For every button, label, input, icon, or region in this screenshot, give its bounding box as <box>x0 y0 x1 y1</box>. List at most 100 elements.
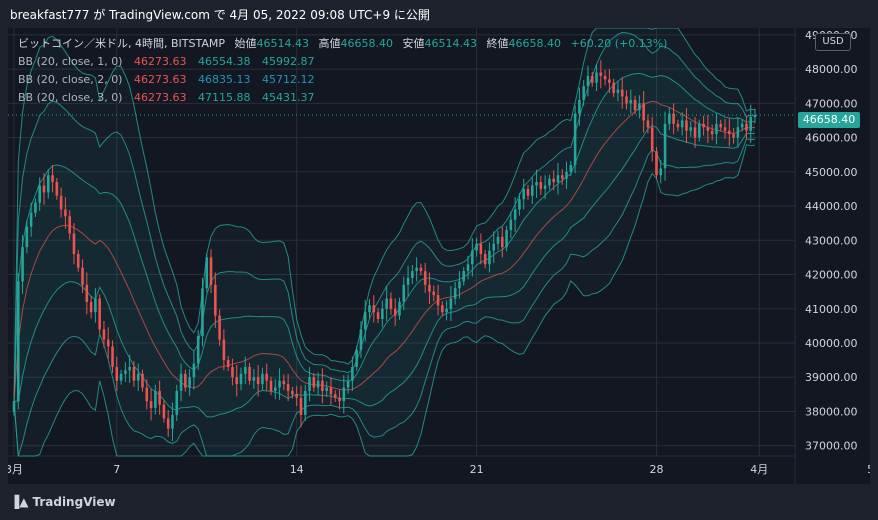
bb-1-upper-line <box>13 72 756 402</box>
candle-body <box>462 271 466 282</box>
candle-body <box>342 387 346 402</box>
candle-body <box>513 209 517 220</box>
bb-row-3[interactable]: BB (20, close, 3, 0) 46273.63 47115.88 4… <box>18 89 667 107</box>
candle-body <box>158 390 161 405</box>
candle-body <box>184 373 187 388</box>
bb-2-upper: 46835.13 <box>197 73 251 86</box>
close-label: 終値 <box>486 37 509 50</box>
candle-body <box>745 123 748 131</box>
candle-body <box>672 113 675 124</box>
candle-body <box>492 243 496 251</box>
candle-body <box>68 216 71 234</box>
tradingview-logo[interactable]: ▐▲ TradingView <box>10 495 116 509</box>
candle-body <box>291 390 294 395</box>
bb-1-lower-line <box>14 124 755 418</box>
candle-body <box>406 277 410 285</box>
candle-body <box>376 312 380 320</box>
candle-body <box>346 380 350 388</box>
candle-body <box>368 305 371 313</box>
candle-body <box>728 130 731 135</box>
candle-body <box>625 96 628 104</box>
bb-2-basis: 46273.63 <box>133 73 187 86</box>
candle-body <box>72 233 76 254</box>
candle-body <box>680 120 684 128</box>
bb-band-1 <box>13 72 756 418</box>
candle-body <box>363 312 367 330</box>
bb-row-2[interactable]: BB (20, close, 2, 0) 46273.63 46835.13 4… <box>18 71 667 89</box>
candle-body <box>389 298 393 309</box>
bb-1-basis: 46273.63 <box>133 55 187 68</box>
candle-body <box>385 298 388 309</box>
candle-body <box>38 185 41 203</box>
candle-body <box>650 127 654 152</box>
x-tick-label: 3月 <box>8 463 23 476</box>
candle-body <box>693 127 697 138</box>
x-tick-label: 7 <box>113 463 120 476</box>
candle-body <box>479 243 483 254</box>
candle-body <box>359 329 363 350</box>
candle-body <box>59 195 63 210</box>
candle-body <box>162 404 166 419</box>
bb-basis <box>13 100 755 402</box>
candle-body <box>16 281 20 402</box>
candle-body <box>76 253 80 268</box>
candle-body <box>608 79 611 83</box>
candle-body <box>548 178 551 186</box>
candle-body <box>509 219 513 231</box>
candle-body <box>269 380 273 391</box>
candlestick-chart[interactable]: 37000.00 38000.00 39000.00 40000.00 41000.00… <box>8 28 870 484</box>
candle-body <box>295 394 298 398</box>
bb-3-lower-line <box>13 144 756 457</box>
candle-body <box>273 387 277 391</box>
publish-caption-bar: breakfast777 が TradingView.com で 4月 05, … <box>0 0 878 28</box>
candle-body <box>578 99 581 114</box>
candle-body <box>565 171 568 179</box>
candle-body <box>286 384 290 391</box>
bb-3-name: BB (20, close, 3, 0) <box>18 91 123 104</box>
candle-body <box>655 151 658 176</box>
candle-body <box>415 267 418 272</box>
x-tick-label: 21 <box>470 463 484 476</box>
symbol-title[interactable]: ビットコイン／米ドル, 4時間, BITSTAMP <box>18 37 225 50</box>
candle-body <box>595 72 598 83</box>
open-label: 始値 <box>234 37 257 50</box>
candle-body <box>599 72 603 76</box>
candle-body <box>535 182 538 186</box>
candle-body <box>441 305 444 313</box>
candle-body <box>226 360 230 367</box>
bb-3-upper-line <box>13 28 756 402</box>
candle-body <box>81 267 84 285</box>
change-value: +60.20 (+0.13%) <box>570 37 668 50</box>
candle-body <box>638 103 641 111</box>
candle-body <box>201 288 204 337</box>
candle-body <box>235 377 239 385</box>
candle-body <box>312 377 316 388</box>
candle-body <box>419 267 423 272</box>
candle-body <box>393 308 397 316</box>
candle-body <box>663 123 667 169</box>
currency-button[interactable]: USD <box>815 33 851 51</box>
y-tick-label: 38000.00 <box>805 405 858 418</box>
candle-body <box>239 373 243 385</box>
candle-body <box>46 175 50 193</box>
ohlc-row: ビットコイン／米ドル, 4時間, BITSTAMP 始値46514.43 高値4… <box>18 35 667 53</box>
candle-body <box>149 401 153 409</box>
candle-body <box>244 366 247 374</box>
candle-body <box>582 86 585 100</box>
candle-body <box>21 247 24 282</box>
candle-body <box>214 284 217 316</box>
bb-row-1[interactable]: BB (20, close, 1, 0) 46273.63 46554.38 4… <box>18 53 667 71</box>
grid <box>8 28 795 456</box>
candle-body <box>620 89 624 97</box>
candle-body <box>106 339 110 347</box>
candle-body <box>141 373 144 388</box>
close-value: 46658.40 <box>508 37 562 50</box>
time-axis[interactable]: 3月 7 14 21 28 4月 5 <box>8 463 870 476</box>
candle-body <box>569 164 573 172</box>
candle-body <box>552 178 555 183</box>
candle-body <box>543 185 547 189</box>
candle-body <box>124 370 127 374</box>
candle-body <box>51 175 54 183</box>
chart-legend: ビットコイン／米ドル, 4時間, BITSTAMP 始値46514.43 高値4… <box>18 35 667 107</box>
candle-body <box>689 127 693 131</box>
